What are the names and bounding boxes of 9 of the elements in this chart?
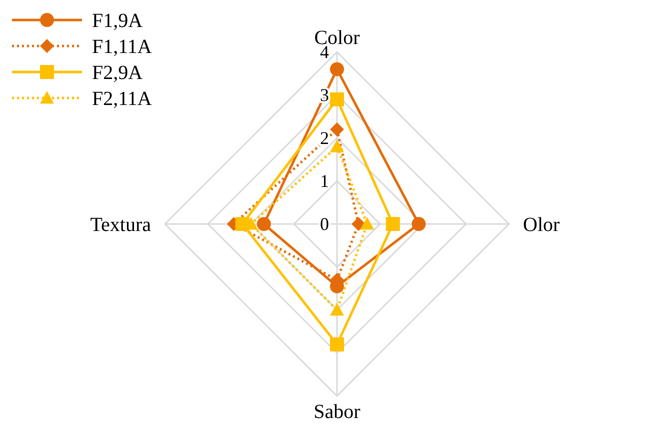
spoke-label: Textura (90, 214, 152, 236)
legend-label: F2,11A (92, 88, 152, 110)
y-tick-label: 0 (320, 214, 329, 234)
legend-label: F1,11A (92, 36, 152, 58)
legend-label: F1,9A (92, 10, 144, 32)
y-tick-label: 1 (320, 171, 329, 191)
spoke-label: Sabor (314, 401, 361, 423)
legend-label: F2,9A (92, 62, 144, 84)
spoke-label: Olor (523, 214, 560, 236)
